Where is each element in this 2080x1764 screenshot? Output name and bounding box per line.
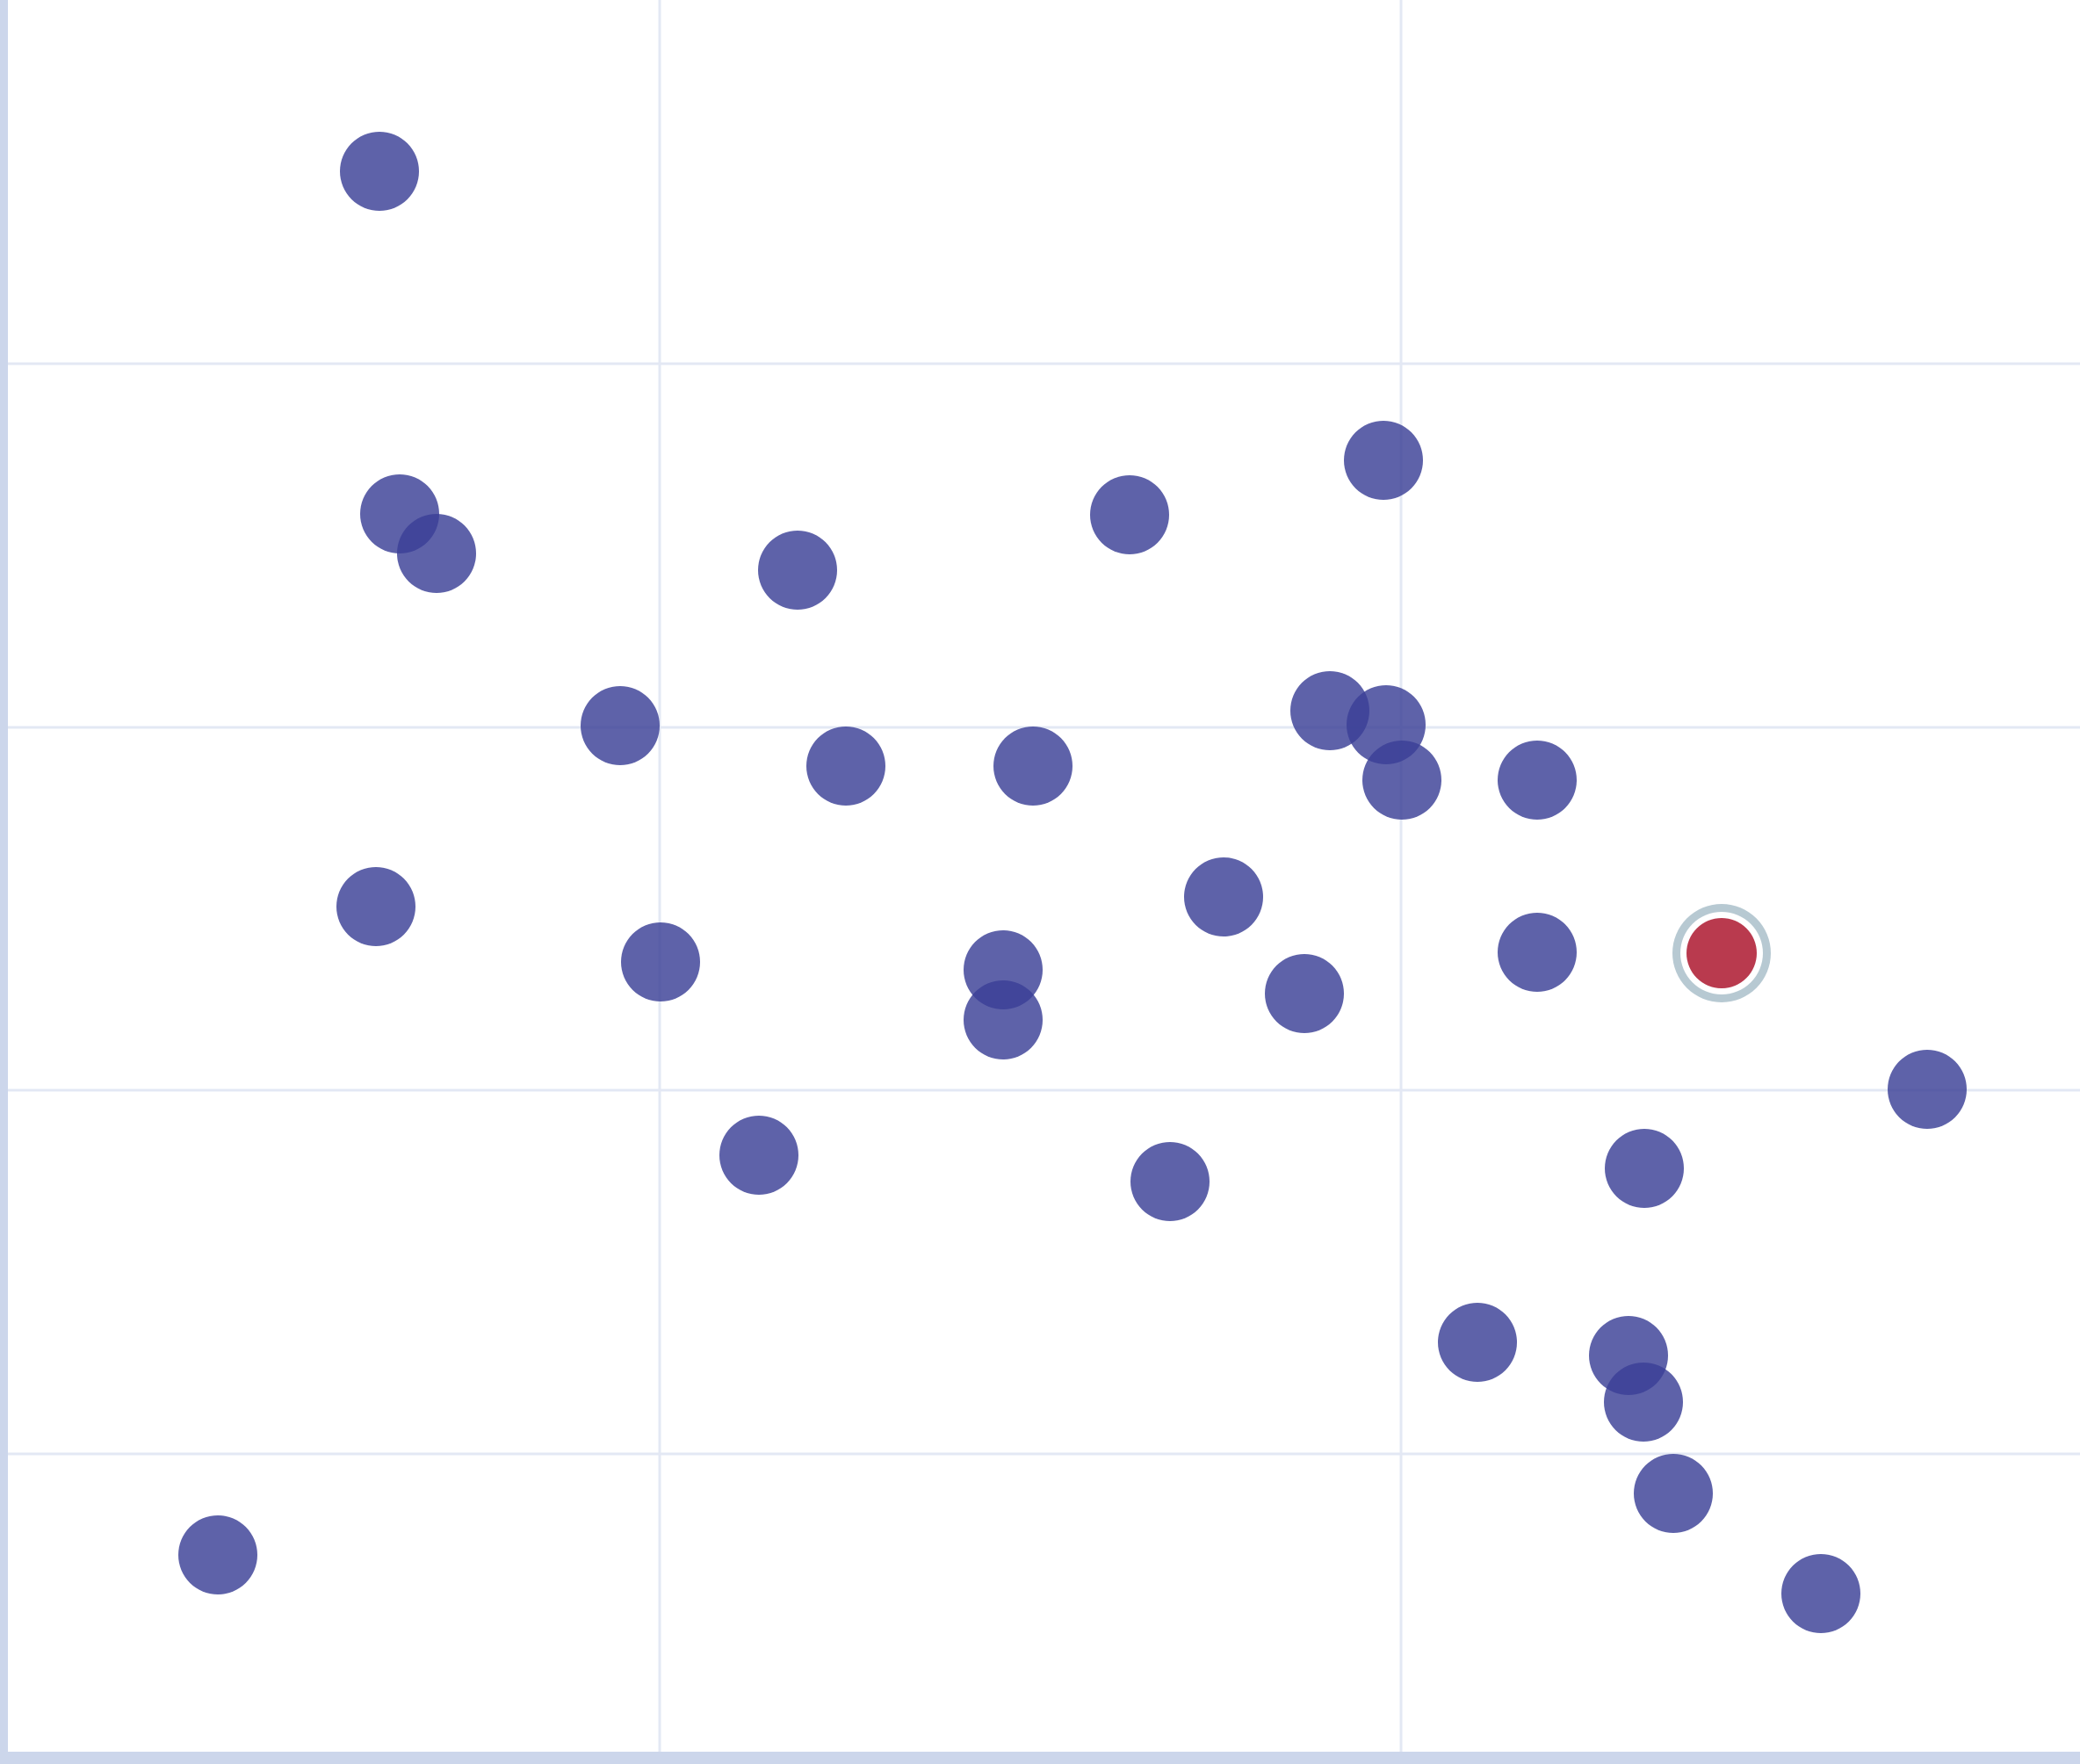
scatter-point[interactable] bbox=[1184, 857, 1263, 936]
scatter-point[interactable] bbox=[340, 132, 419, 211]
scatter-point[interactable] bbox=[621, 922, 700, 1001]
scatter-point[interactable] bbox=[1362, 741, 1441, 820]
scatter-point[interactable] bbox=[397, 514, 476, 593]
scatter-points bbox=[178, 132, 1967, 1633]
scatter-point[interactable] bbox=[1130, 1142, 1210, 1221]
highlighted-point[interactable] bbox=[1672, 904, 1771, 1002]
plot-left-edge bbox=[0, 0, 8, 1764]
scatter-point[interactable] bbox=[1888, 1050, 1967, 1129]
scatter-point[interactable] bbox=[1498, 913, 1577, 992]
scatter-point[interactable] bbox=[964, 980, 1043, 1059]
scatter-point[interactable] bbox=[758, 531, 837, 610]
highlight-core[interactable] bbox=[1686, 918, 1757, 988]
scatter-point[interactable] bbox=[1634, 1454, 1713, 1533]
scatter-point[interactable] bbox=[178, 1515, 257, 1594]
scatter-point[interactable] bbox=[719, 1116, 798, 1195]
scatter-point[interactable] bbox=[1781, 1554, 1860, 1633]
plot-bottom-edge bbox=[0, 1752, 2080, 1764]
scatter-point[interactable] bbox=[1604, 1363, 1683, 1442]
scatter-point[interactable] bbox=[806, 727, 885, 806]
scatter-point[interactable] bbox=[1498, 741, 1577, 820]
scatter-point[interactable] bbox=[1344, 421, 1423, 500]
scatter-point[interactable] bbox=[1265, 954, 1344, 1033]
scatter-point[interactable] bbox=[993, 727, 1072, 806]
scatter-point[interactable] bbox=[1090, 475, 1169, 554]
scatter-point[interactable] bbox=[581, 686, 660, 765]
scatter-point[interactable] bbox=[336, 867, 415, 946]
scatter-point[interactable] bbox=[1438, 1303, 1517, 1382]
scatter-point[interactable] bbox=[1605, 1129, 1684, 1208]
